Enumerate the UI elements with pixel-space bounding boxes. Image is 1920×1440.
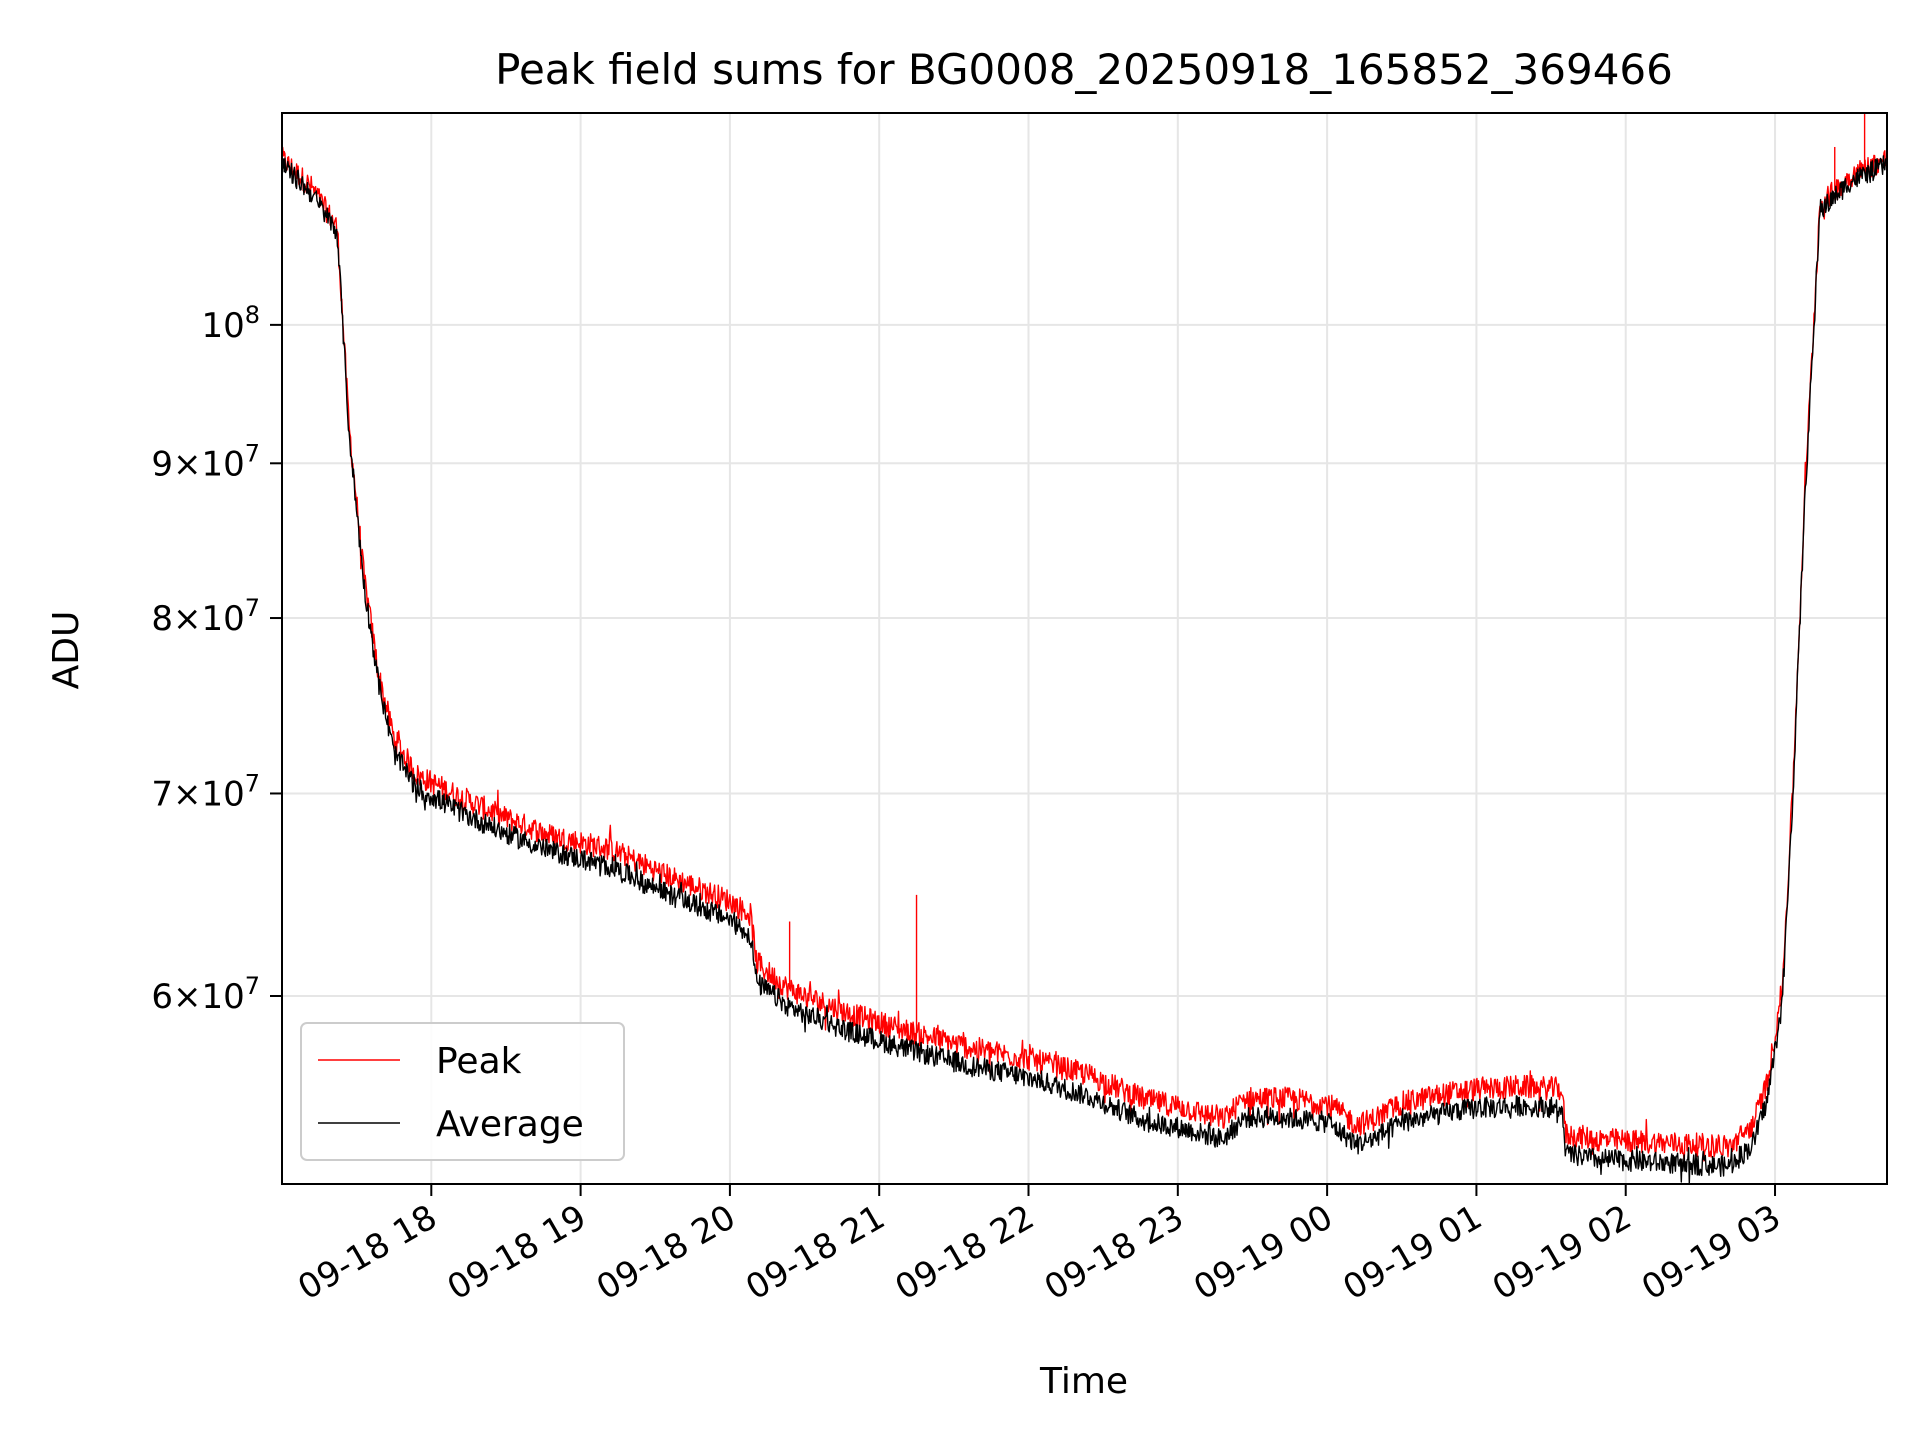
plot-frame: [281, 112, 1888, 1185]
legend-box: [300, 1022, 625, 1161]
y-tick-label: 9×107: [151, 439, 260, 484]
legend-label-average: Average: [436, 1104, 584, 1145]
series-layer: [281, 113, 1888, 1184]
y-tick-label: 8×107: [151, 594, 260, 639]
chart-title: Peak field sums for BG0008_20250918_1658…: [495, 45, 1673, 94]
y-tick-label: 6×107: [151, 972, 260, 1017]
legend-label-peak: Peak: [436, 1041, 522, 1082]
series-line-average: [281, 155, 1888, 1184]
y-tick-label: 7×107: [151, 769, 260, 814]
legend: Peak Average: [300, 1022, 625, 1161]
grid: [282, 113, 1887, 1184]
x-axis-label: Time: [1039, 1361, 1128, 1402]
y-tick-label: 108: [201, 301, 260, 346]
series-line-peak: [281, 146, 1888, 1165]
y-axis-label: ADU: [46, 611, 87, 690]
